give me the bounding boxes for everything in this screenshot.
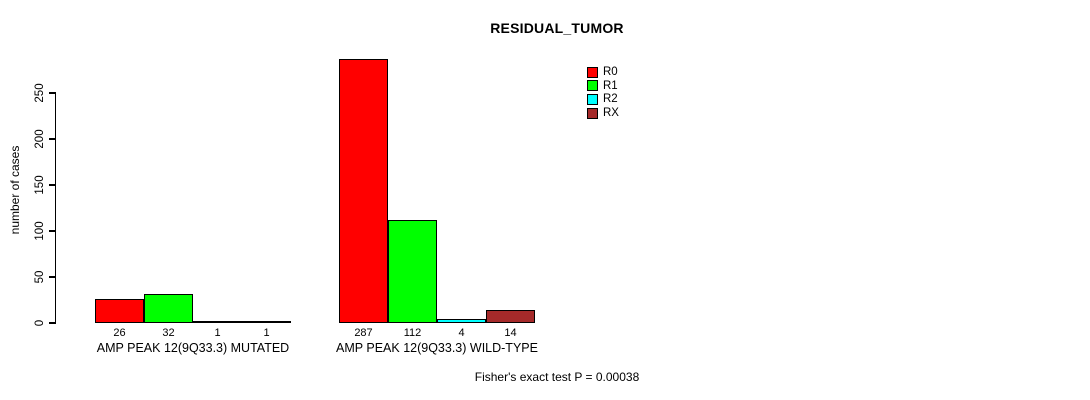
legend-item-r0: R0 bbox=[587, 66, 618, 78]
bar-value-label: 1 bbox=[263, 327, 270, 339]
annotation-text: Fisher's exact test P = 0.00038 bbox=[474, 370, 640, 384]
bar-r2-group2 bbox=[437, 319, 486, 323]
y-tick-mark bbox=[49, 138, 56, 140]
bar-r2-group1 bbox=[193, 321, 242, 323]
y-tick-mark bbox=[49, 230, 56, 232]
chart-title: RESIDUAL_TUMOR bbox=[490, 20, 624, 36]
y-tick-label: 150 bbox=[34, 175, 46, 195]
bar-value-label: 14 bbox=[504, 327, 517, 339]
legend-swatch-rx bbox=[587, 107, 598, 119]
y-tick-mark bbox=[49, 92, 56, 94]
bar-value-label: 112 bbox=[403, 327, 422, 339]
y-tick-mark bbox=[49, 184, 56, 186]
bar-value-label: 1 bbox=[214, 327, 221, 339]
bar-r0-group1 bbox=[95, 299, 144, 323]
legend-label: RX bbox=[603, 107, 619, 120]
y-tick-label: 200 bbox=[34, 129, 46, 149]
bar-value-label: 32 bbox=[162, 327, 175, 339]
legend-item-r1: R1 bbox=[587, 80, 618, 92]
y-tick-label: 250 bbox=[34, 83, 46, 103]
y-tick-label: 50 bbox=[34, 270, 46, 284]
legend-swatch-r2 bbox=[587, 93, 598, 105]
x-category-label: AMP PEAK 12(9Q33.3) MUTATED bbox=[96, 341, 290, 355]
bar-rx-group2 bbox=[486, 310, 535, 323]
legend-swatch-r0 bbox=[587, 66, 598, 78]
bar-value-label: 26 bbox=[113, 327, 126, 339]
x-category-label: AMP PEAK 12(9Q33.3) WILD-TYPE bbox=[336, 341, 538, 355]
y-tick-label: 0 bbox=[34, 319, 46, 327]
legend-item-rx: RX bbox=[587, 107, 619, 119]
legend-item-r2: R2 bbox=[587, 93, 618, 105]
legend-swatch-r1 bbox=[587, 80, 598, 92]
legend-label: R1 bbox=[603, 79, 618, 92]
bar-value-label: 4 bbox=[458, 327, 465, 339]
bar-value-label: 287 bbox=[354, 327, 373, 339]
y-tick-label: 100 bbox=[34, 221, 46, 241]
legend-label: R2 bbox=[603, 93, 618, 106]
bar-r1-group2 bbox=[388, 220, 437, 323]
y-axis-line bbox=[54, 93, 56, 324]
y-axis-label: number of cases bbox=[8, 145, 22, 235]
y-tick-mark bbox=[49, 276, 56, 278]
bar-rx-group1 bbox=[242, 321, 291, 323]
bar-r0-group2 bbox=[339, 59, 388, 323]
bar-r1-group1 bbox=[144, 294, 193, 323]
y-tick-mark bbox=[49, 322, 56, 324]
legend-label: R0 bbox=[603, 66, 618, 78]
